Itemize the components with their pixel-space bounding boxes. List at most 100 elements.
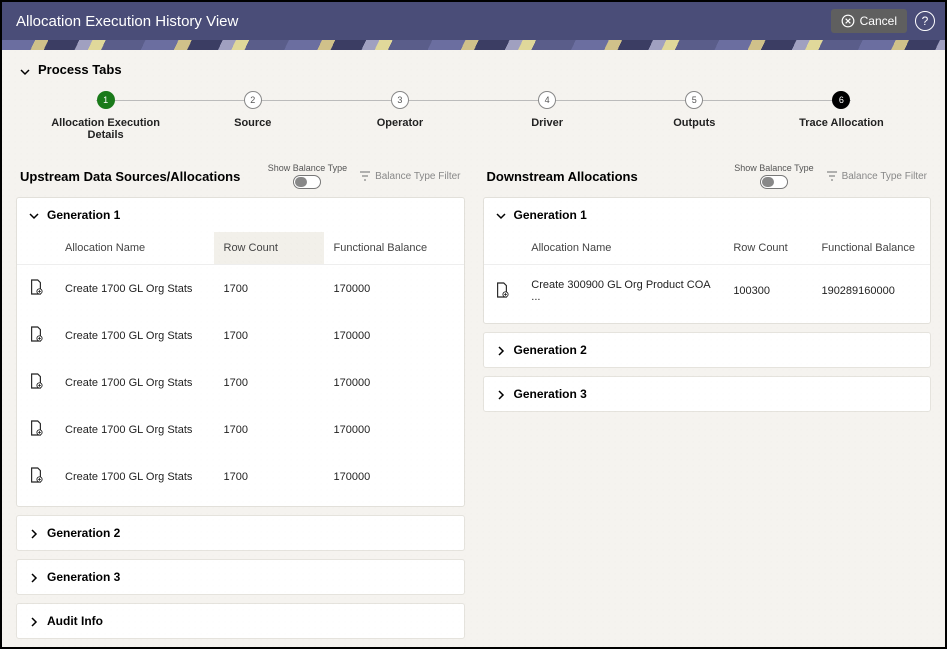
filter-icon (826, 170, 838, 182)
app-header: Allocation Execution History View Cancel… (2, 2, 945, 40)
process-tabs-title: Process Tabs (38, 62, 122, 77)
filter-icon (359, 170, 371, 182)
col-functional-balance[interactable]: Functional Balance (324, 232, 464, 265)
document-icon (29, 467, 43, 483)
cell-row-count: 1700 (214, 312, 324, 359)
col-row-count[interactable]: Row Count (723, 232, 811, 265)
upstream-gen2-header[interactable]: Generation 2 (17, 516, 464, 550)
cell-functional-balance: 190289160000 (811, 265, 930, 318)
table-row[interactable]: Create 1700 GL Org Stats1700170000 (17, 312, 464, 359)
col-row-count[interactable]: Row Count (214, 232, 324, 265)
downstream-gen3-header[interactable]: Generation 3 (484, 377, 931, 411)
cell-allocation-name: Create 1700 GL Org Stats (55, 406, 214, 453)
table-row[interactable]: Create 1700 GL Org Stats1700170000 (17, 359, 464, 406)
downstream-title: Downstream Allocations (487, 169, 723, 184)
upstream-generation-2-panel: Generation 2 (16, 515, 465, 551)
cancel-label: Cancel (860, 14, 897, 28)
row-icon-cell (17, 312, 55, 359)
col-icon (17, 232, 55, 265)
main-content: Process Tabs 1 Allocation Execution Deta… (2, 50, 945, 647)
document-icon (495, 282, 509, 298)
cell-functional-balance: 170000 (324, 265, 464, 313)
table-row[interactable]: Create 1700 GL Org Stats1700170000 (17, 265, 464, 313)
step-label: Trace Allocation (799, 117, 884, 129)
page-title: Allocation Execution History View (16, 13, 831, 30)
upstream-generation-1-panel: Generation 1 Allocation Name Row Count F… (16, 197, 465, 507)
document-icon (29, 373, 43, 389)
table-row[interactable]: Create 300900 GL Org Product COA ...1003… (484, 265, 931, 318)
show-balance-toggle[interactable] (760, 175, 788, 189)
cancel-button[interactable]: Cancel (831, 9, 907, 33)
tab-allocation-execution-details[interactable]: 1 Allocation Execution Details (32, 91, 179, 141)
step-circle: 1 (97, 91, 115, 109)
cell-allocation-name: Create 300900 GL Org Product COA ... (521, 265, 723, 318)
downstream-gen2-header[interactable]: Generation 2 (484, 333, 931, 367)
downstream-generation-2-panel: Generation 2 (483, 332, 932, 368)
downstream-generation-1-panel: Generation 1 Allocation Name Row Count F… (483, 197, 932, 324)
row-icon-cell (17, 453, 55, 500)
upstream-generation-3-panel: Generation 3 (16, 559, 465, 595)
document-icon (29, 279, 43, 295)
tab-trace-allocation[interactable]: 6 Trace Allocation (768, 91, 915, 129)
balance-type-filter-button[interactable]: Balance Type Filter (359, 170, 460, 182)
step-circle: 3 (391, 91, 409, 109)
chevron-right-icon (496, 389, 506, 399)
upstream-gen1-header[interactable]: Generation 1 (17, 198, 464, 232)
balance-type-filter-button[interactable]: Balance Type Filter (826, 170, 927, 182)
show-balance-label: Show Balance Type (734, 163, 813, 173)
audit-info-header[interactable]: Audit Info (17, 604, 464, 638)
step-circle: 2 (244, 91, 262, 109)
tab-driver[interactable]: 4 Driver (474, 91, 621, 129)
filter-label: Balance Type Filter (842, 171, 927, 182)
tab-operator[interactable]: 3 Operator (326, 91, 473, 129)
upstream-gen3-header[interactable]: Generation 3 (17, 560, 464, 594)
gen2-label: Generation 2 (514, 343, 587, 357)
gen1-label: Generation 1 (47, 208, 120, 222)
cell-allocation-name: Create 1700 GL Org Stats (55, 359, 214, 406)
upstream-header: Upstream Data Sources/Allocations Show B… (16, 159, 465, 197)
document-icon (29, 420, 43, 436)
row-icon-cell (17, 359, 55, 406)
cell-functional-balance: 170000 (324, 359, 464, 406)
document-icon (29, 326, 43, 342)
upstream-table: Allocation Name Row Count Functional Bal… (17, 232, 464, 500)
show-balance-label: Show Balance Type (268, 163, 347, 173)
chevron-down-icon (29, 210, 39, 220)
chevron-right-icon (29, 528, 39, 538)
step-label: Source (234, 117, 271, 129)
gen1-label: Generation 1 (514, 208, 587, 222)
process-tabs-header[interactable]: Process Tabs (2, 50, 945, 85)
downstream-gen1-header[interactable]: Generation 1 (484, 198, 931, 232)
step-circle: 5 (685, 91, 703, 109)
row-icon-cell (17, 406, 55, 453)
table-header-row: Allocation Name Row Count Functional Bal… (484, 232, 931, 265)
step-label: Operator (377, 117, 423, 129)
downstream-balance-toggle-wrap: Show Balance Type (734, 163, 813, 189)
col-functional-balance[interactable]: Functional Balance (811, 232, 930, 265)
downstream-table: Allocation Name Row Count Functional Bal… (484, 232, 931, 317)
step-circle: 4 (538, 91, 556, 109)
downstream-generation-3-panel: Generation 3 (483, 376, 932, 412)
show-balance-toggle[interactable] (293, 175, 321, 189)
cell-row-count: 1700 (214, 265, 324, 313)
cell-functional-balance: 170000 (324, 453, 464, 500)
row-icon-cell (17, 265, 55, 313)
tab-outputs[interactable]: 5 Outputs (621, 91, 768, 129)
cell-allocation-name: Create 1700 GL Org Stats (55, 453, 214, 500)
table-row[interactable]: Create 1700 GL Org Stats1700170000 (17, 406, 464, 453)
tab-source[interactable]: 2 Source (179, 91, 326, 129)
upstream-column: Upstream Data Sources/Allocations Show B… (16, 159, 465, 647)
gen2-label: Generation 2 (47, 526, 120, 540)
cell-allocation-name: Create 1700 GL Org Stats (55, 312, 214, 359)
help-button[interactable]: ? (915, 11, 935, 31)
step-label: Outputs (673, 117, 715, 129)
cell-row-count: 100300 (723, 265, 811, 318)
table-row[interactable]: Create 1700 GL Org Stats1700170000 (17, 453, 464, 500)
help-icon: ? (922, 14, 929, 28)
cell-row-count: 1700 (214, 453, 324, 500)
col-allocation-name[interactable]: Allocation Name (55, 232, 214, 265)
col-allocation-name[interactable]: Allocation Name (521, 232, 723, 265)
col-icon (484, 232, 522, 265)
step-label: Allocation Execution Details (32, 117, 179, 141)
cell-row-count: 1700 (214, 406, 324, 453)
